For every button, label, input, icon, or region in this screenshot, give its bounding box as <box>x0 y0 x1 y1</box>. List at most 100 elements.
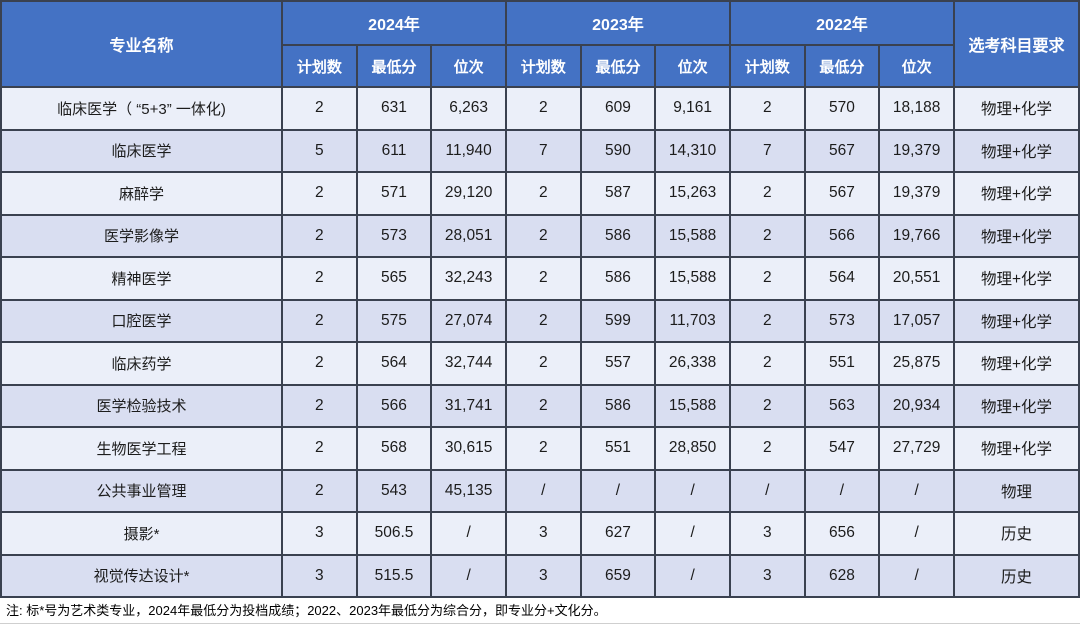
column-group-2023: 2023年 <box>504 0 731 46</box>
value-cell: 29,120 <box>430 171 507 216</box>
value-cell: 586 <box>579 383 657 428</box>
value-cell: 2 <box>728 171 806 216</box>
major-name-cell: 临床医学（ “5+3” 一体化) <box>0 86 283 131</box>
value-cell: 551 <box>803 341 881 386</box>
subject-requirement-cell: 物理+化学 <box>953 341 1080 386</box>
column-header-subject-requirement: 选考科目要求 <box>953 0 1080 88</box>
major-name-cell: 生物医学工程 <box>0 426 283 471</box>
value-cell: 565 <box>355 256 433 301</box>
subject-requirement-cell: 物理+化学 <box>953 256 1080 301</box>
table-row: 精神医学 2 565 32,243 2 586 15,588 2 564 20,551 物理+化学 <box>0 256 1080 301</box>
value-cell: 27,729 <box>878 426 955 471</box>
value-cell: 17,057 <box>878 298 955 343</box>
value-cell: 557 <box>579 341 657 386</box>
value-cell: 659 <box>579 553 657 598</box>
table-row: 临床医学 5 611 11,940 7 590 14,310 7 567 19,379 物理+化学 <box>0 128 1080 173</box>
value-cell: 571 <box>355 171 433 216</box>
value-cell: 551 <box>579 426 657 471</box>
value-cell: 32,243 <box>430 256 507 301</box>
value-cell: 2 <box>504 426 582 471</box>
major-name-cell: 临床药学 <box>0 341 283 386</box>
value-cell: 2 <box>504 383 582 428</box>
value-cell: 573 <box>355 213 433 258</box>
table-row: 医学影像学 2 573 28,051 2 586 15,588 2 566 19,766 物理+化学 <box>0 213 1080 258</box>
value-cell: 15,263 <box>654 171 731 216</box>
value-cell: 2 <box>504 213 582 258</box>
value-cell: 18,188 <box>878 86 955 131</box>
sub-header-plan-count-2024: 计划数 <box>281 44 358 88</box>
value-cell: 515.5 <box>355 553 433 598</box>
value-cell: 15,588 <box>654 213 731 258</box>
value-cell: 2 <box>728 256 806 301</box>
subject-requirement-cell: 历史 <box>953 553 1080 598</box>
value-cell: 3 <box>504 553 582 598</box>
value-cell: 6,263 <box>430 86 507 131</box>
value-cell: 27,074 <box>430 298 507 343</box>
value-cell: 26,338 <box>654 341 731 386</box>
major-name-cell: 医学影像学 <box>0 213 283 258</box>
value-cell: / <box>579 468 657 513</box>
value-cell: / <box>878 511 955 556</box>
value-cell: 2 <box>504 86 582 131</box>
value-cell: 3 <box>728 553 806 598</box>
value-cell: 2 <box>281 256 358 301</box>
value-cell: 2 <box>281 171 358 216</box>
major-name-cell: 精神医学 <box>0 256 283 301</box>
value-cell: 2 <box>728 298 806 343</box>
table-row: 临床医学（ “5+3” 一体化) 2 631 6,263 2 609 9,161 2 570 18… <box>0 86 1080 131</box>
value-cell: 656 <box>803 511 881 556</box>
major-name-cell: 麻醉学 <box>0 171 283 216</box>
value-cell: 2 <box>728 86 806 131</box>
value-cell: 567 <box>803 171 881 216</box>
sub-header-rank-2024: 位次 <box>430 44 507 88</box>
footnote: 注: 标*号为艺术类专业，2024年最低分为投档成绩；2022、2023年最低分… <box>0 598 1080 624</box>
value-cell: 628 <box>803 553 881 598</box>
subject-requirement-cell: 物理+化学 <box>953 171 1080 216</box>
value-cell: 45,135 <box>430 468 507 513</box>
value-cell: 7 <box>504 128 582 173</box>
value-cell: / <box>878 468 955 513</box>
value-cell: 20,934 <box>878 383 955 428</box>
sub-header-plan-count-2022: 计划数 <box>728 44 806 88</box>
value-cell: 627 <box>579 511 657 556</box>
table-row: 医学检验技术 2 566 31,741 2 586 15,588 2 563 20,934 物理+化… <box>0 383 1080 428</box>
value-cell: 631 <box>355 86 433 131</box>
value-cell: 570 <box>803 86 881 131</box>
value-cell: 32,744 <box>430 341 507 386</box>
value-cell: 28,051 <box>430 213 507 258</box>
admission-scores-table: 专业名称 2024年 2023年 2022年 选考科目要求 计划数 最低分 位次 计划… <box>0 0 1080 598</box>
sub-header-row: 计划数 最低分 位次 计划数 最低分 位次 计划数 最低分 位次 <box>1 44 1079 88</box>
value-cell: 30,615 <box>430 426 507 471</box>
value-cell: 28,850 <box>654 426 731 471</box>
column-header-major-name: 专业名称 <box>0 0 283 88</box>
value-cell: 2 <box>281 213 358 258</box>
sub-header-plan-count-2023: 计划数 <box>504 44 582 88</box>
table-row: 摄影* 3 506.5/3 627/3 656/历史 <box>0 511 1080 556</box>
year-header-row: 专业名称 2024年 2023年 2022年 选考科目要求 <box>0 0 1080 88</box>
value-cell: 2 <box>504 171 582 216</box>
major-name-cell: 公共事业管理 <box>0 468 283 513</box>
value-cell: 3 <box>728 511 806 556</box>
value-cell: 575 <box>355 298 433 343</box>
sub-header-rank-2023: 位次 <box>654 44 731 88</box>
table-row: 口腔医学 2 575 27,074 2 599 11,703 2 573 17,057 物理+化学 <box>0 298 1080 343</box>
value-cell: 563 <box>803 383 881 428</box>
value-cell: 19,379 <box>878 128 955 173</box>
value-cell: / <box>654 511 731 556</box>
value-cell: 564 <box>355 341 433 386</box>
value-cell: / <box>430 511 507 556</box>
value-cell: / <box>728 468 806 513</box>
value-cell: 2 <box>281 298 358 343</box>
major-name-cell: 口腔医学 <box>0 298 283 343</box>
subject-requirement-cell: 物理 <box>953 468 1080 513</box>
value-cell: 567 <box>803 128 881 173</box>
sub-header-min-score-2022: 最低分 <box>803 44 881 88</box>
value-cell: 20,551 <box>878 256 955 301</box>
value-cell: 2 <box>728 426 806 471</box>
value-cell: / <box>430 553 507 598</box>
column-group-2022: 2022年 <box>728 0 956 46</box>
subject-requirement-cell: 物理+化学 <box>953 298 1080 343</box>
sub-header-min-score-2024: 最低分 <box>355 44 433 88</box>
value-cell: 566 <box>803 213 881 258</box>
